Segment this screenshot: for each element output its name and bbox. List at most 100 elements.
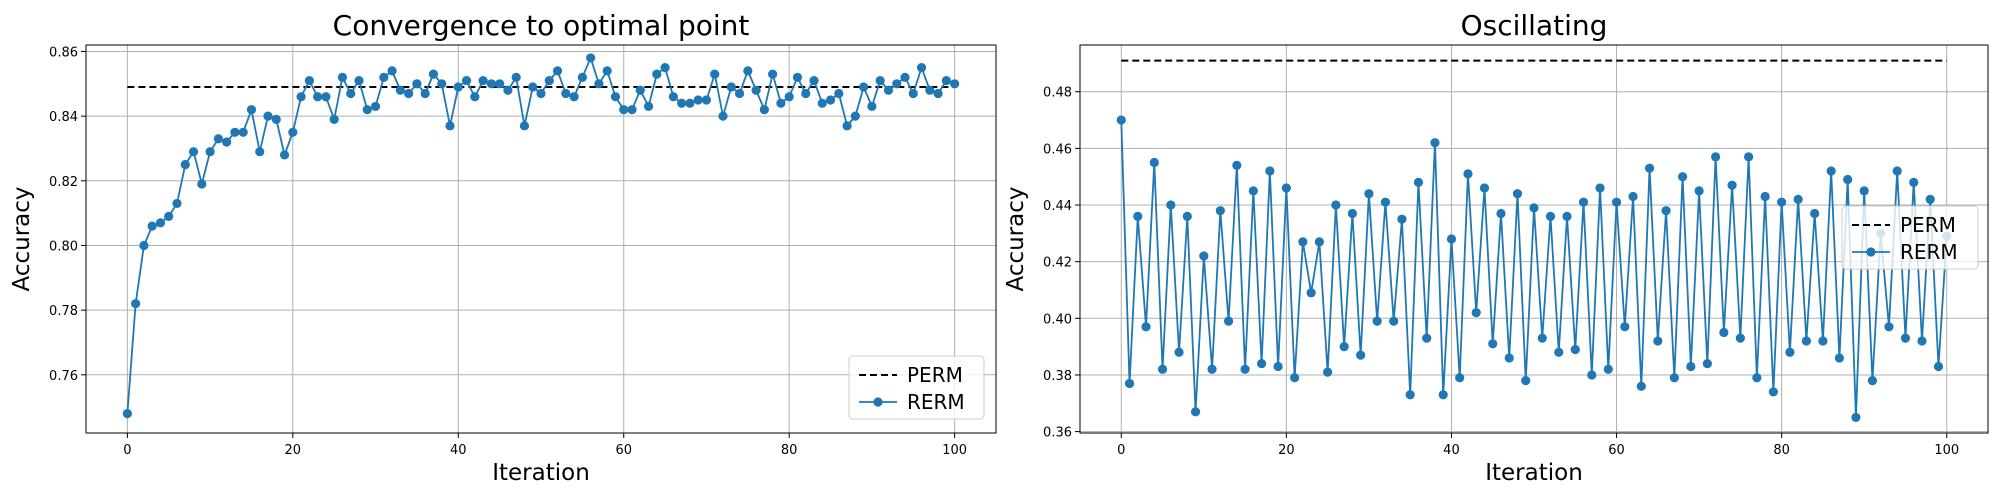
rerm-point <box>726 82 736 92</box>
y-tick-label: 0.82 <box>49 175 78 190</box>
x-tick-label: 100 <box>1934 443 1959 458</box>
y-tick-label: 0.38 <box>1043 369 1072 384</box>
rerm-point <box>1545 211 1556 221</box>
rerm-point <box>900 72 910 82</box>
x-tick-label: 0 <box>123 443 131 458</box>
rerm-point <box>1215 206 1225 216</box>
rerm-point <box>412 79 422 89</box>
rerm-point <box>718 111 728 121</box>
ticks: 0 20 40 60 80 100 0.76 0.78 0.80 0.82 0.84 0.86 <box>49 45 967 458</box>
rerm-point <box>577 72 587 82</box>
rerm-point <box>139 240 149 251</box>
rerm-point <box>1744 152 1754 162</box>
rerm-point <box>561 88 571 99</box>
rerm-point <box>1479 183 1490 193</box>
rerm-point <box>180 160 190 170</box>
rerm-point <box>495 79 505 89</box>
rerm-point <box>304 75 314 86</box>
rerm-point <box>751 85 761 95</box>
rerm-point <box>1529 203 1539 213</box>
rerm-point <box>255 147 265 157</box>
rerm-point <box>1331 200 1341 210</box>
x-tick-label: 20 <box>285 443 302 458</box>
rerm-point <box>1397 214 1407 224</box>
rerm-point <box>1174 347 1184 357</box>
rerm-point <box>1711 152 1721 162</box>
rerm-point <box>1347 208 1357 219</box>
rerm-point <box>164 211 174 221</box>
rerm-point <box>486 79 496 89</box>
rerm-point <box>420 88 430 99</box>
rerm-point <box>768 69 778 79</box>
rerm-point <box>1909 177 1919 187</box>
x-tick-label: 40 <box>450 443 467 458</box>
legend-perm-label: PERM <box>1900 213 1956 237</box>
y-tick-label: 0.76 <box>49 369 78 384</box>
rerm-point <box>519 121 530 131</box>
rerm-point <box>817 98 827 108</box>
y-tick-label: 0.42 <box>1043 256 1072 271</box>
rerm-point <box>213 134 223 144</box>
rerm-point <box>1851 412 1861 423</box>
rerm-point <box>594 79 604 89</box>
rerm-point <box>1933 361 1944 372</box>
rerm-point <box>1834 353 1845 363</box>
rerm-point <box>337 72 348 82</box>
legend-rerm-marker <box>1866 247 1876 257</box>
rerm-point <box>619 105 629 115</box>
rerm-point <box>1223 316 1234 326</box>
rerm-point <box>1702 359 1712 369</box>
legend-box <box>848 355 985 420</box>
grid <box>86 45 996 433</box>
rerm-point <box>784 92 794 102</box>
rerm-point <box>147 221 157 231</box>
rerm-point <box>1405 390 1415 400</box>
rerm-point <box>1843 174 1853 185</box>
rerm-point <box>1628 191 1638 202</box>
rerm-point <box>313 92 323 102</box>
rerm-point <box>1735 333 1745 343</box>
rerm-point <box>1620 322 1630 332</box>
rerm-point <box>288 127 298 137</box>
rerm-point <box>792 72 803 82</box>
rerm-point <box>941 75 951 86</box>
rerm-point <box>586 53 596 63</box>
rerm-point <box>1653 336 1663 346</box>
x-tick-label: 80 <box>781 443 798 458</box>
rerm-point <box>1562 211 1572 221</box>
rerm-point <box>627 105 637 115</box>
rerm-point <box>271 114 281 124</box>
rerm-point <box>867 101 877 112</box>
rerm-point <box>552 66 563 76</box>
rerm-point <box>809 75 819 86</box>
rerm-point <box>685 98 695 108</box>
rerm-point <box>1446 234 1457 244</box>
rerm-point <box>801 88 811 99</box>
rerm-point <box>1884 322 1894 332</box>
chart-oscillating: 0 20 40 60 80 100 0.36 0.38 0.40 0.42 0.44 0.46 0.48… <box>1003 9 1989 486</box>
rerm-point <box>643 101 654 112</box>
rerm-point <box>883 85 894 95</box>
rerm-point <box>635 85 645 95</box>
rerm-point <box>693 95 703 105</box>
rerm-point <box>131 299 141 309</box>
rerm-point <box>1430 138 1440 148</box>
rerm-point <box>1810 208 1820 219</box>
rerm-point <box>362 105 372 115</box>
rerm-point <box>1438 390 1448 400</box>
y-tick-label: 0.78 <box>49 304 78 319</box>
rerm-point <box>1380 197 1391 207</box>
rerm-point <box>677 98 687 108</box>
x-tick-label: 60 <box>1608 443 1625 458</box>
rerm-point <box>1471 308 1481 318</box>
rerm-point <box>569 92 579 102</box>
rerm-point <box>1364 189 1374 199</box>
rerm-point <box>1504 353 1514 363</box>
rerm-point <box>668 92 678 102</box>
rerm-point <box>1900 333 1911 343</box>
y-tick-label: 0.40 <box>1043 312 1072 327</box>
rerm-point <box>122 409 132 419</box>
axes-frame <box>1079 44 1989 434</box>
rerm-point <box>734 88 745 99</box>
legend-rerm-label: RERM <box>907 390 965 414</box>
